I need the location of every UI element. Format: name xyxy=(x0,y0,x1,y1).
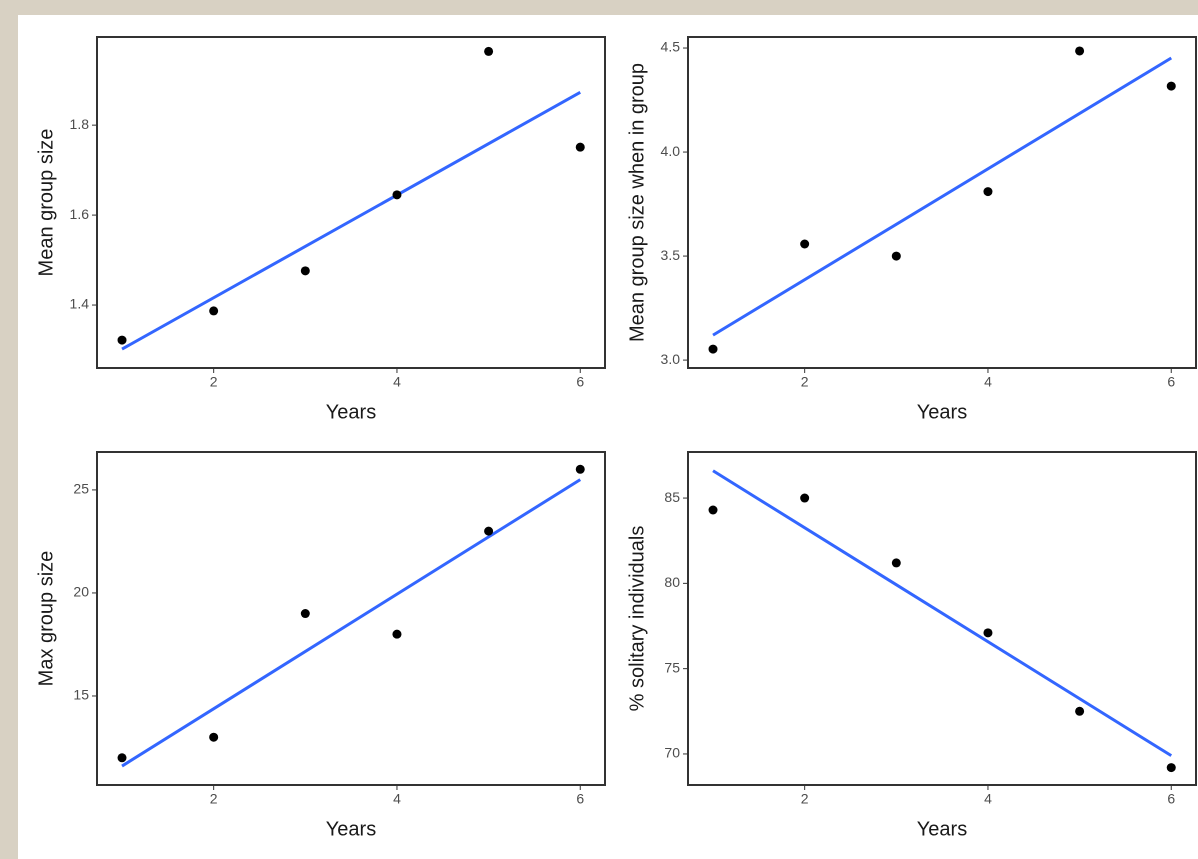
x-tick-label: 4 xyxy=(393,374,401,390)
x-axis-title: Years xyxy=(326,818,376,840)
x-tick-label: 6 xyxy=(1167,791,1175,807)
y-tick-label: 85 xyxy=(664,489,680,505)
y-tick-label: 75 xyxy=(664,659,680,675)
data-point xyxy=(484,47,493,56)
y-tick-label: 4.5 xyxy=(661,39,681,55)
data-point xyxy=(301,609,310,618)
data-point xyxy=(1075,46,1084,55)
data-point xyxy=(118,336,127,345)
data-point xyxy=(576,143,585,152)
data-point xyxy=(709,506,718,515)
y-axis-title: Mean group size xyxy=(35,129,57,277)
data-point xyxy=(209,306,218,315)
data-point xyxy=(301,266,310,275)
page: {"chart_data": [ {"type": "scatter", "xl… xyxy=(0,0,1198,859)
x-tick-label: 2 xyxy=(801,374,809,390)
y-axis-title: Max group size xyxy=(35,551,57,687)
data-point xyxy=(1167,82,1176,91)
panel-background xyxy=(18,15,1198,859)
y-tick-label: 70 xyxy=(664,745,680,761)
x-axis-title: Years xyxy=(326,401,376,423)
y-tick-label: 3.5 xyxy=(661,247,681,263)
y-tick-label: 20 xyxy=(73,584,89,600)
y-axis-title: Mean group size when in group xyxy=(626,63,648,342)
data-point xyxy=(576,465,585,474)
x-axis-title: Years xyxy=(917,401,967,423)
y-tick-label: 1.4 xyxy=(70,296,90,312)
data-point xyxy=(392,190,401,199)
data-point xyxy=(800,494,809,503)
data-point xyxy=(1075,707,1084,716)
y-tick-label: 15 xyxy=(73,687,89,703)
data-point xyxy=(892,252,901,261)
y-tick-label: 3.0 xyxy=(661,351,681,367)
x-axis-title: Years xyxy=(917,818,967,840)
x-tick-label: 4 xyxy=(984,374,992,390)
x-tick-label: 4 xyxy=(393,791,401,807)
x-tick-label: 2 xyxy=(210,791,218,807)
y-axis-title: % solitary individuals xyxy=(626,526,648,712)
data-point xyxy=(709,345,718,354)
data-point xyxy=(209,733,218,742)
data-point xyxy=(892,558,901,567)
y-tick-label: 80 xyxy=(664,574,680,590)
data-point xyxy=(392,630,401,639)
x-tick-label: 2 xyxy=(801,791,809,807)
x-tick-label: 6 xyxy=(1167,374,1175,390)
data-point xyxy=(118,753,127,762)
y-tick-label: 25 xyxy=(73,481,89,497)
data-point xyxy=(484,527,493,536)
data-point xyxy=(983,187,992,196)
y-tick-label: 1.6 xyxy=(70,206,90,222)
y-tick-label: 4.0 xyxy=(661,143,681,159)
x-tick-label: 2 xyxy=(210,374,218,390)
data-point xyxy=(800,240,809,249)
x-tick-label: 4 xyxy=(984,791,992,807)
y-tick-label: 1.8 xyxy=(70,116,90,132)
chart-grid: 2 4 6 1.4 1.6 1.8 Years Mean group size 2 4 6 3.0 3.… xyxy=(0,0,1198,859)
x-tick-label: 6 xyxy=(576,791,584,807)
x-tick-label: 6 xyxy=(576,374,584,390)
data-point xyxy=(1167,763,1176,772)
data-point xyxy=(983,628,992,637)
